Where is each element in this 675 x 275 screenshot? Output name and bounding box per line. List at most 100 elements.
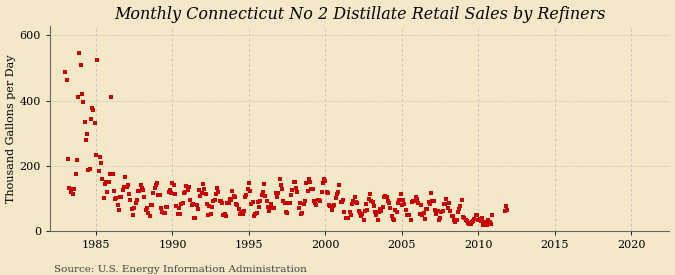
Point: [381, 195, 392, 200]
Point: [66, 186, 77, 191]
Point: [107, 172, 118, 176]
Point: [124, 192, 134, 196]
Point: [89, 121, 100, 125]
Point: [188, 201, 198, 206]
Point: [335, 200, 346, 204]
Point: [398, 198, 408, 202]
Point: [92, 57, 103, 62]
Point: [300, 199, 310, 204]
Point: [277, 187, 288, 191]
Point: [101, 180, 111, 184]
Point: [181, 184, 192, 188]
Point: [379, 195, 389, 199]
Point: [466, 220, 477, 224]
Point: [161, 205, 171, 210]
Point: [387, 217, 398, 222]
Point: [304, 180, 315, 185]
Point: [273, 191, 284, 195]
Point: [464, 222, 475, 226]
Point: [260, 193, 271, 198]
Point: [242, 187, 253, 191]
Point: [207, 205, 217, 209]
Point: [194, 188, 205, 192]
Point: [103, 180, 114, 184]
Point: [234, 207, 244, 211]
Point: [315, 199, 325, 203]
Point: [256, 193, 267, 197]
Point: [93, 168, 104, 173]
Point: [339, 210, 350, 214]
Point: [138, 188, 148, 192]
Point: [427, 199, 438, 203]
Point: [169, 192, 180, 196]
Point: [274, 177, 285, 182]
Point: [237, 212, 248, 216]
Point: [357, 212, 368, 217]
Point: [212, 186, 223, 191]
Point: [389, 218, 400, 222]
Point: [350, 200, 361, 204]
Point: [171, 204, 182, 209]
Point: [287, 188, 298, 192]
Point: [156, 205, 167, 210]
Point: [329, 203, 340, 207]
Point: [205, 212, 216, 216]
Point: [165, 188, 176, 192]
Point: [153, 193, 164, 197]
Point: [129, 206, 140, 211]
Point: [469, 216, 480, 221]
Point: [105, 171, 115, 176]
Point: [186, 203, 197, 207]
Point: [144, 214, 155, 219]
Point: [294, 200, 305, 205]
Point: [473, 218, 484, 222]
Point: [383, 199, 394, 204]
Point: [84, 167, 95, 171]
Point: [288, 180, 299, 184]
Point: [403, 213, 414, 217]
Point: [432, 208, 443, 213]
Point: [465, 222, 476, 226]
Point: [325, 204, 336, 208]
Point: [72, 158, 82, 162]
Point: [119, 185, 130, 189]
Point: [392, 210, 402, 214]
Point: [410, 194, 421, 199]
Point: [362, 208, 373, 212]
Text: Source: U.S. Energy Information Administration: Source: U.S. Energy Information Administ…: [54, 265, 307, 274]
Point: [377, 205, 388, 209]
Point: [117, 188, 128, 192]
Point: [238, 209, 249, 213]
Point: [429, 208, 440, 212]
Point: [250, 212, 261, 216]
Point: [413, 201, 424, 205]
Point: [451, 217, 462, 222]
Point: [281, 209, 292, 214]
Point: [86, 117, 97, 121]
Point: [383, 200, 394, 205]
Point: [385, 206, 396, 210]
Point: [436, 210, 447, 214]
Point: [346, 213, 356, 217]
Point: [333, 190, 344, 195]
Point: [338, 198, 348, 202]
Point: [372, 218, 383, 222]
Point: [320, 179, 331, 183]
Point: [452, 210, 463, 214]
Point: [446, 214, 457, 219]
Point: [303, 176, 314, 181]
Point: [130, 201, 141, 206]
Point: [440, 202, 451, 206]
Point: [302, 188, 313, 193]
Point: [70, 172, 81, 177]
Point: [190, 216, 200, 220]
Point: [133, 189, 144, 193]
Point: [236, 210, 246, 214]
Point: [146, 203, 157, 208]
Point: [64, 186, 75, 190]
Point: [199, 187, 210, 192]
Point: [158, 211, 169, 215]
Point: [128, 212, 138, 217]
Point: [269, 205, 280, 210]
Point: [240, 195, 250, 200]
